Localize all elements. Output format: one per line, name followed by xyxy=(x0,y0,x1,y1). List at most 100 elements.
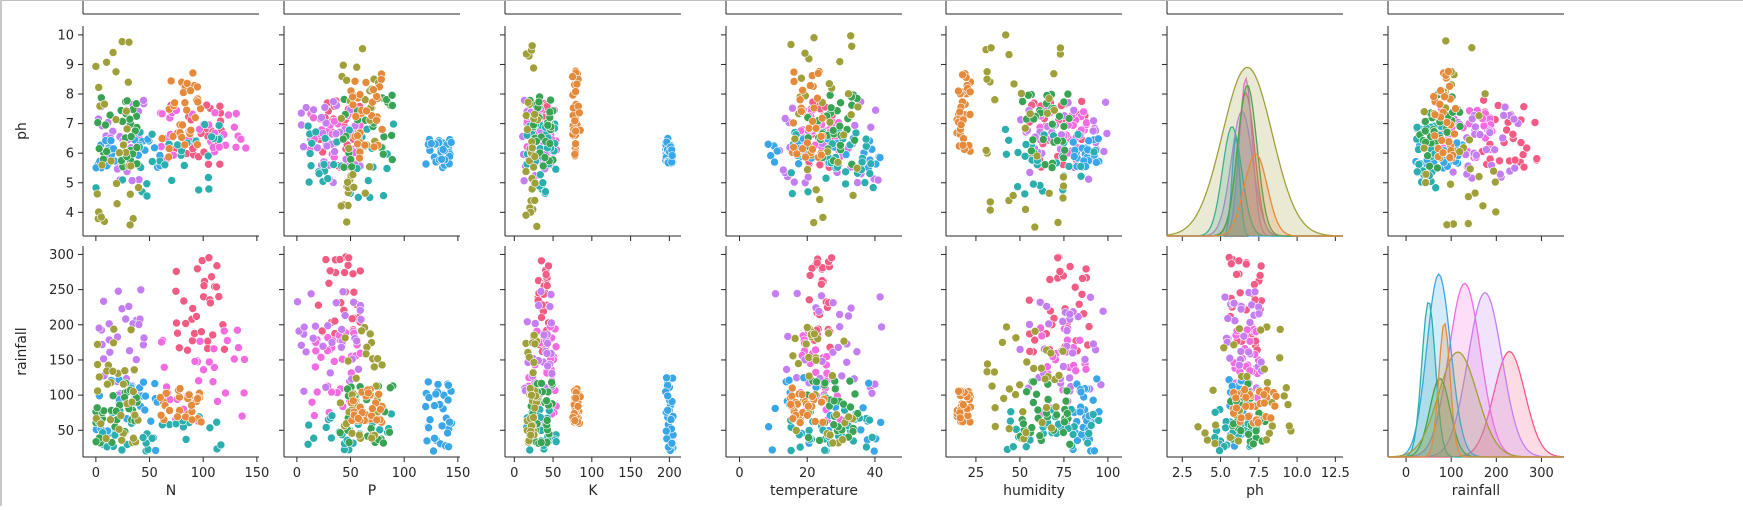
scatter-point xyxy=(811,345,820,355)
scatter-point xyxy=(858,403,868,413)
scatter-point xyxy=(314,300,323,310)
kde-fill xyxy=(1388,351,1564,457)
scatter-point xyxy=(1025,109,1035,119)
scatter-point xyxy=(1029,398,1038,407)
scatter-point xyxy=(570,116,580,126)
x-tick-label: 12.5 xyxy=(1321,466,1350,481)
scatter-point xyxy=(835,121,845,131)
x-axis-label: P xyxy=(368,483,376,499)
scatter-point xyxy=(1445,82,1454,91)
scatter-point xyxy=(1065,262,1075,271)
scatter-point xyxy=(212,282,221,292)
scatter-point xyxy=(828,298,838,308)
scatter-point xyxy=(1491,207,1501,217)
scatter-point xyxy=(571,393,581,403)
scatter-point xyxy=(327,433,336,443)
scatter-point xyxy=(327,338,337,347)
scatter-point xyxy=(828,438,838,448)
scatter-point xyxy=(361,78,371,87)
scatter-point xyxy=(527,41,537,51)
x-tick-label: 25 xyxy=(968,466,985,481)
scatter-point xyxy=(93,118,103,127)
scatter-point xyxy=(349,287,359,297)
scatter-point xyxy=(319,160,329,169)
scatter-point xyxy=(168,132,178,141)
scatter-point xyxy=(828,347,838,357)
scatter-point xyxy=(786,400,796,409)
scatter-point xyxy=(316,352,326,362)
scatter-point xyxy=(825,430,835,440)
y-tick-label: 150 xyxy=(49,353,74,368)
x-axis-label: N xyxy=(166,483,176,499)
scatter-point xyxy=(117,445,127,455)
x-tick-label: 100 xyxy=(1439,466,1464,481)
scatter-point xyxy=(537,313,546,322)
scatter-point xyxy=(1059,428,1068,437)
scatter-point xyxy=(795,442,805,452)
scatter-point xyxy=(1285,421,1294,431)
scatter-point xyxy=(844,89,853,99)
scatter-point xyxy=(210,363,219,372)
scatter-point xyxy=(195,336,205,346)
scatter-point xyxy=(1200,428,1210,438)
scatter-point xyxy=(342,76,351,85)
scatter-point xyxy=(360,140,370,150)
scatter-point xyxy=(323,174,333,183)
scatter-point xyxy=(93,386,102,396)
scatter-point xyxy=(1508,130,1518,139)
scatter-point xyxy=(1256,261,1266,271)
scatter-point xyxy=(1101,98,1110,107)
scatter-point xyxy=(803,165,812,174)
scatter-point xyxy=(1025,168,1035,177)
scatter-point xyxy=(809,329,819,339)
scatter-point xyxy=(1021,428,1031,437)
scatter-point xyxy=(1223,314,1233,323)
scatter-point xyxy=(210,108,220,117)
scatter-point xyxy=(1244,347,1253,357)
scatter-point xyxy=(223,336,232,345)
scatter-point xyxy=(322,141,332,151)
scatter-point xyxy=(784,375,794,385)
scatter-point xyxy=(446,138,456,147)
scatter-point xyxy=(875,153,885,162)
scatter-point xyxy=(99,354,108,364)
y-tick-label: 7 xyxy=(66,117,74,132)
scatter-point xyxy=(1442,118,1452,127)
scatter-point xyxy=(816,150,826,160)
scatter-point xyxy=(355,305,365,315)
scatter-point xyxy=(1058,346,1068,356)
scatter-point xyxy=(803,138,812,148)
y-tick-label: 6 xyxy=(66,147,74,162)
scatter-point xyxy=(230,122,239,132)
scatter-point xyxy=(844,412,854,422)
scatter-point xyxy=(422,436,432,446)
scatter-point xyxy=(1092,374,1102,384)
scatter-point xyxy=(192,312,201,321)
scatter-point xyxy=(820,445,830,455)
scatter-point xyxy=(827,253,836,263)
scatter-point xyxy=(157,134,167,143)
scatter-point xyxy=(96,419,106,429)
scatter-point xyxy=(173,412,182,422)
scatter-point xyxy=(866,159,876,168)
scatter-point xyxy=(167,176,176,185)
scatter-point xyxy=(1002,150,1011,159)
scatter-point xyxy=(1053,253,1062,263)
scatter-point xyxy=(234,343,243,352)
scatter-point xyxy=(1083,438,1092,448)
scatter-point xyxy=(353,139,362,149)
scatter-point xyxy=(349,183,359,192)
x-tick-label: 0 xyxy=(735,466,743,481)
scatter-point xyxy=(1071,366,1080,376)
scatter-point xyxy=(850,121,860,130)
scatter-point xyxy=(1081,264,1091,274)
scatter-point xyxy=(429,446,438,456)
scatter-point xyxy=(1472,150,1481,160)
scatter-point xyxy=(214,121,224,130)
scatter-point xyxy=(179,296,189,306)
scatter-point xyxy=(1283,400,1293,409)
scatter-point xyxy=(862,442,871,452)
scatter-point xyxy=(542,349,552,358)
scatter-point xyxy=(296,108,306,118)
scatter-point xyxy=(321,382,331,392)
